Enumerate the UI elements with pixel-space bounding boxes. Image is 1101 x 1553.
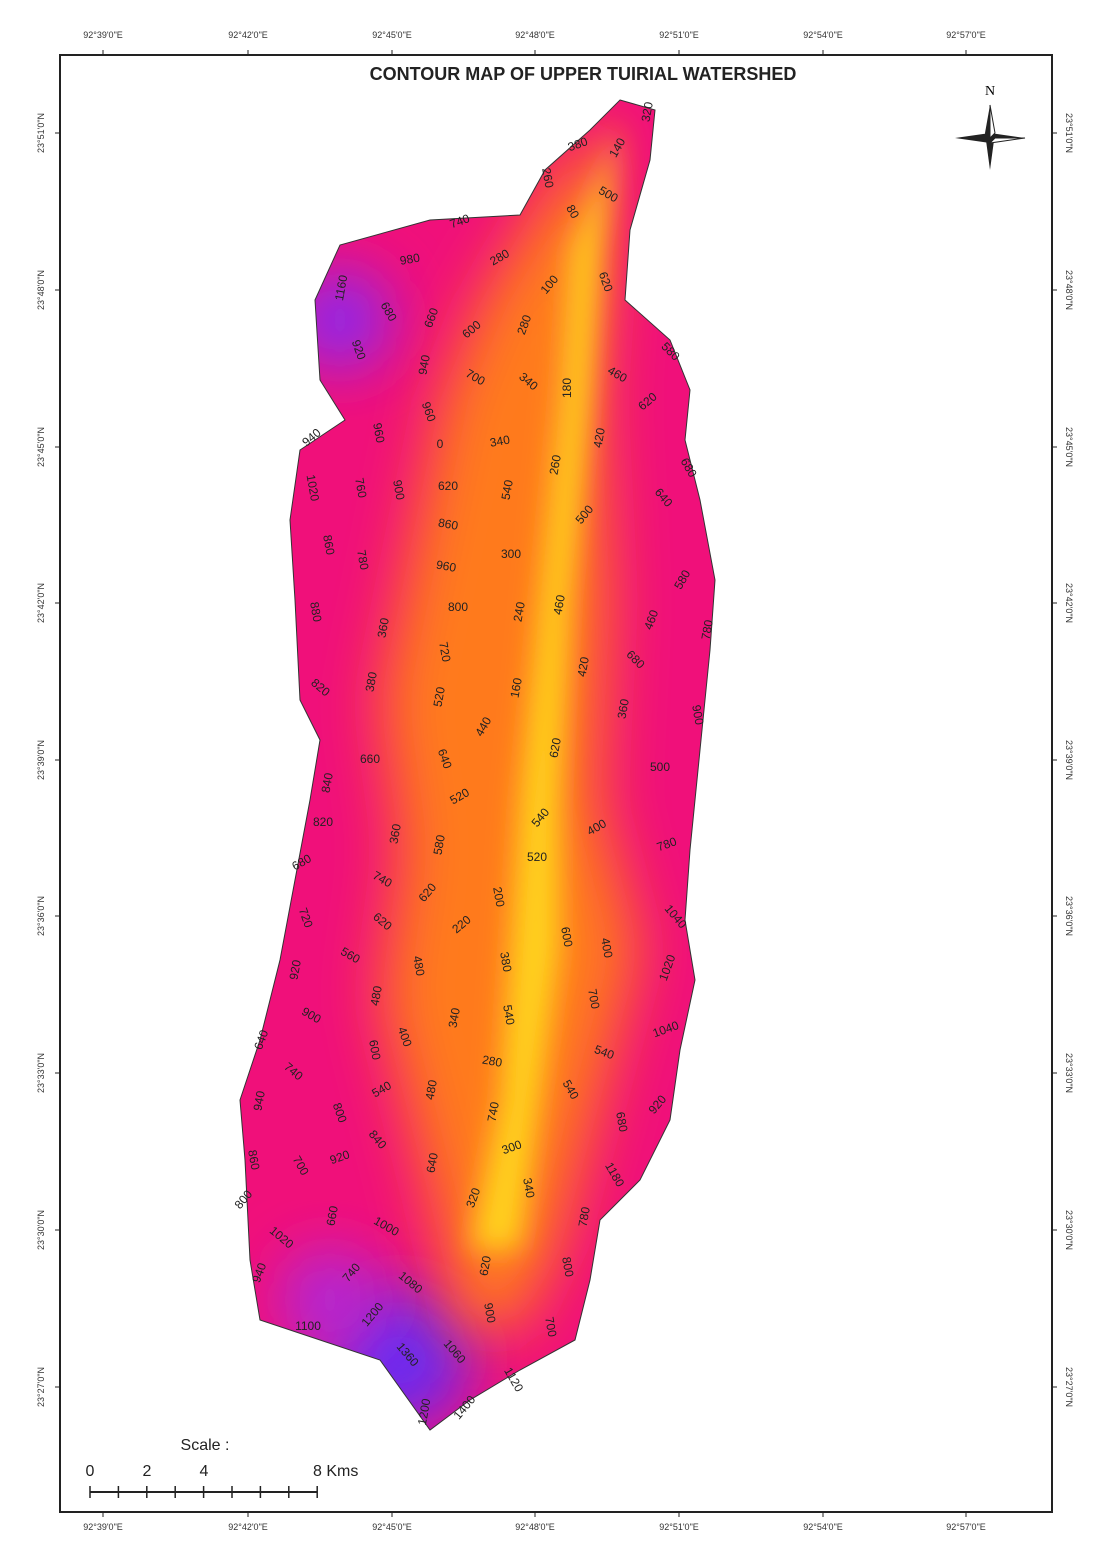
scale-label: 4 (200, 1463, 209, 1480)
longitude-label: 92°51'0"E (659, 30, 699, 40)
contour-label: 180 (560, 378, 574, 398)
longitude-label: 92°54'0"E (803, 30, 843, 40)
contour-label: 820 (313, 815, 333, 829)
longitude-label: 92°42'0"E (228, 30, 268, 40)
latitude-label: 23°48'0"N (1064, 270, 1074, 310)
longitude-label: 92°42'0"E (228, 1522, 268, 1532)
scale-bar (90, 1486, 317, 1498)
latitude-label: 23°36'0"N (36, 896, 46, 936)
contour-label: 780 (699, 618, 716, 640)
latitude-label: 23°30'0"N (36, 1210, 46, 1250)
latitude-label: 23°51'0"N (36, 113, 46, 153)
latitude-label: 23°39'0"N (1064, 740, 1074, 780)
scale-label: 0 (86, 1463, 95, 1480)
contour-label: 1120 (501, 1365, 526, 1395)
latitude-label: 23°36'0"N (1064, 896, 1074, 936)
longitude-label: 92°39'0"E (83, 1522, 123, 1532)
north-arrow: N (955, 84, 1025, 170)
latitude-label: 23°48'0"N (36, 270, 46, 310)
contour-label: 1100 (295, 1319, 321, 1333)
contour-label: 0 (437, 437, 444, 451)
contour-label: 500 (650, 760, 670, 774)
page: CONTOUR MAP OF UPPER TUIRIAL WATERSHED N… (0, 0, 1101, 1553)
contour-label: 800 (448, 600, 468, 614)
latitude-label: 23°30'0"N (1064, 1210, 1074, 1250)
map: CONTOUR MAP OF UPPER TUIRIAL WATERSHED N… (0, 0, 1101, 1553)
longitude-label: 92°54'0"E (803, 1522, 843, 1532)
latitude-label: 23°45'0"N (1064, 427, 1074, 467)
latitude-label: 23°33'0"N (36, 1053, 46, 1093)
longitude-label: 92°48'0"E (515, 1522, 555, 1532)
scale-label: 8 Kms (313, 1463, 358, 1480)
scale-title: Scale : (181, 1437, 230, 1454)
latitude-label: 23°33'0"N (1064, 1053, 1074, 1093)
latitude-label: 23°42'0"N (1064, 583, 1074, 623)
contour-label: 660 (360, 752, 380, 766)
map-title: CONTOUR MAP OF UPPER TUIRIAL WATERSHED (370, 64, 797, 84)
latitude-label: 23°39'0"N (36, 740, 46, 780)
contour-label: 300 (501, 547, 521, 561)
elevation-surface (200, 80, 760, 1460)
longitude-label: 92°51'0"E (659, 1522, 699, 1532)
contour-label: 620 (438, 479, 458, 493)
contour-label: 520 (527, 850, 547, 864)
north-label: N (985, 84, 995, 99)
latitude-label: 23°42'0"N (36, 583, 46, 623)
latitude-label: 23°45'0"N (36, 427, 46, 467)
longitude-label: 92°39'0"E (83, 30, 123, 40)
latitude-label: 23°51'0"N (1064, 113, 1074, 153)
longitude-label: 92°45'0"E (372, 30, 412, 40)
scale-label: 2 (143, 1463, 152, 1480)
longitude-label: 92°48'0"E (515, 30, 555, 40)
longitude-label: 92°45'0"E (372, 1522, 412, 1532)
latitude-label: 23°27'0"N (1064, 1367, 1074, 1407)
latitude-label: 23°27'0"N (36, 1367, 46, 1407)
longitude-label: 92°57'0"E (946, 30, 986, 40)
longitude-label: 92°57'0"E (946, 1522, 986, 1532)
